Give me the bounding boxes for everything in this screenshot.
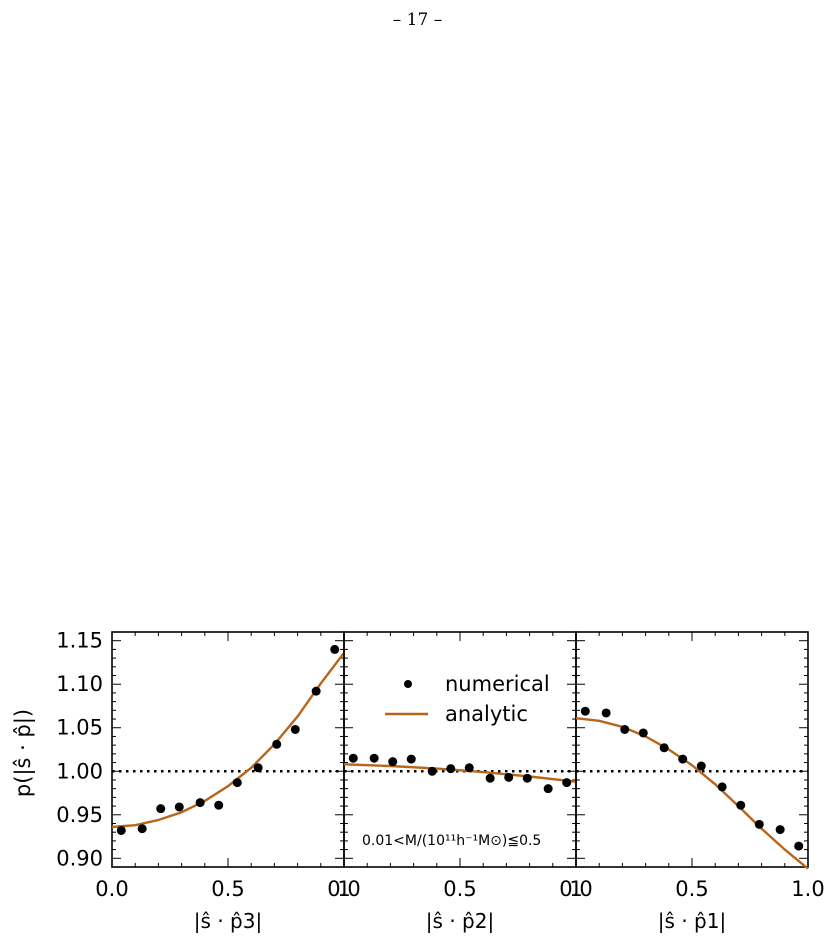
panel-2-data-point: [485, 773, 495, 783]
legend-numerical-label: numerical: [445, 672, 550, 696]
panel-1-data-point: [174, 802, 184, 812]
panel-3-data-point: [696, 761, 706, 771]
panel-1-x-tick-label: 0.0: [95, 877, 128, 901]
y-axis-label: p(|ŝ · p̂|): [11, 709, 36, 797]
figure-three-panel-plot: 0.0 0.5 1 |ŝ · p̂3| 0.0 0.5 1 |ŝ · p̂2| 0.0 0.5 1.…: [11, 629, 825, 933]
y-tick-label: 0.90: [56, 846, 103, 870]
panel-2-data-point: [504, 772, 514, 782]
panel-3-analytic-curve: [575, 717, 809, 870]
y-tick-label: 1.05: [56, 716, 103, 740]
panel-1-data-point: [137, 824, 147, 834]
panel-2-analytic-curve: [343, 763, 577, 783]
mass-range-annotation: 0.01<M/(10¹¹h⁻¹M⊙)≦0.5: [362, 833, 541, 849]
panel-1-data-point: [330, 644, 340, 654]
panel-3-x-axis-label: |ŝ · p̂1|: [658, 909, 726, 933]
panel-2-x-tick-label: 1: [569, 877, 582, 901]
legend-numerical-marker: [404, 680, 412, 688]
panel-1-data-point: [272, 739, 282, 749]
y-tick-label: 1.00: [56, 759, 103, 783]
panel-2-data-point: [406, 754, 416, 764]
panel-1-frame: [111, 631, 345, 868]
panel-2-x-tick-label: 0.0: [327, 877, 360, 901]
panel-1-data-point: [311, 686, 321, 696]
legend: numerical analytic: [385, 672, 550, 726]
panel-3-data-point: [659, 743, 669, 753]
panel-1-data-point: [214, 800, 224, 810]
panel-3-data-point: [580, 706, 590, 716]
panel-1-data-point: [232, 778, 242, 788]
y-tick-label: 0.95: [56, 803, 103, 827]
panel-3-data-point: [717, 782, 727, 792]
legend-analytic-label: analytic: [445, 702, 528, 726]
panel-2-data-point: [522, 773, 532, 783]
panel-1-data-point: [116, 825, 126, 835]
panel-3-data-point: [775, 825, 785, 835]
panel-3-x-tick-label: 0.0: [559, 877, 592, 901]
panel-1-data-point: [253, 763, 263, 773]
panel-2-data-point: [369, 753, 379, 763]
panel-2-data-point: [427, 766, 437, 776]
panel-1-x-tick-label: 1: [337, 877, 350, 901]
panel-1-data-point: [195, 798, 205, 808]
panel-2-data-point: [348, 753, 358, 763]
panel-3-data-point: [754, 819, 764, 829]
panel-1-analytic-curve: [111, 652, 345, 829]
panel-2-data-point: [388, 757, 398, 767]
panel-3-data-point: [620, 724, 630, 734]
panel-3-data-point: [638, 728, 648, 738]
panel-3-x-tick-label: 1.0: [791, 877, 824, 901]
panel-1-data-point: [156, 804, 166, 814]
page-number: – 17 –: [392, 10, 443, 30]
panel-3-data-point: [678, 754, 688, 764]
panel-2-x-axis-label: |ŝ · p̂2|: [426, 909, 494, 933]
panel-2-data-point: [464, 763, 474, 773]
panel-3-frame: [575, 631, 809, 868]
panel-3-x-tick-label: 0.5: [675, 877, 708, 901]
panel-2-x-tick-label: 0.5: [443, 877, 476, 901]
panel-2-data-point: [446, 764, 456, 774]
panel-1-data-point: [290, 724, 300, 734]
panel-3-data-point: [794, 841, 804, 851]
y-tick-label: 1.15: [56, 629, 103, 653]
plot-panels: 0.0 0.5 1 |ŝ · p̂3| 0.0 0.5 1 |ŝ · p̂2| 0.0 0.5 1.…: [56, 629, 824, 933]
panel-1-x-axis-label: |ŝ · p̂3|: [194, 909, 262, 933]
panel-2-data-point: [562, 778, 572, 788]
panel-3-data-point: [736, 800, 746, 810]
panel-2-frame: [343, 631, 577, 868]
panel-3-data-point: [601, 708, 611, 718]
panel-1-x-tick-label: 0.5: [211, 877, 244, 901]
y-tick-label: 1.10: [56, 672, 103, 696]
panel-2-data-point: [543, 784, 553, 794]
